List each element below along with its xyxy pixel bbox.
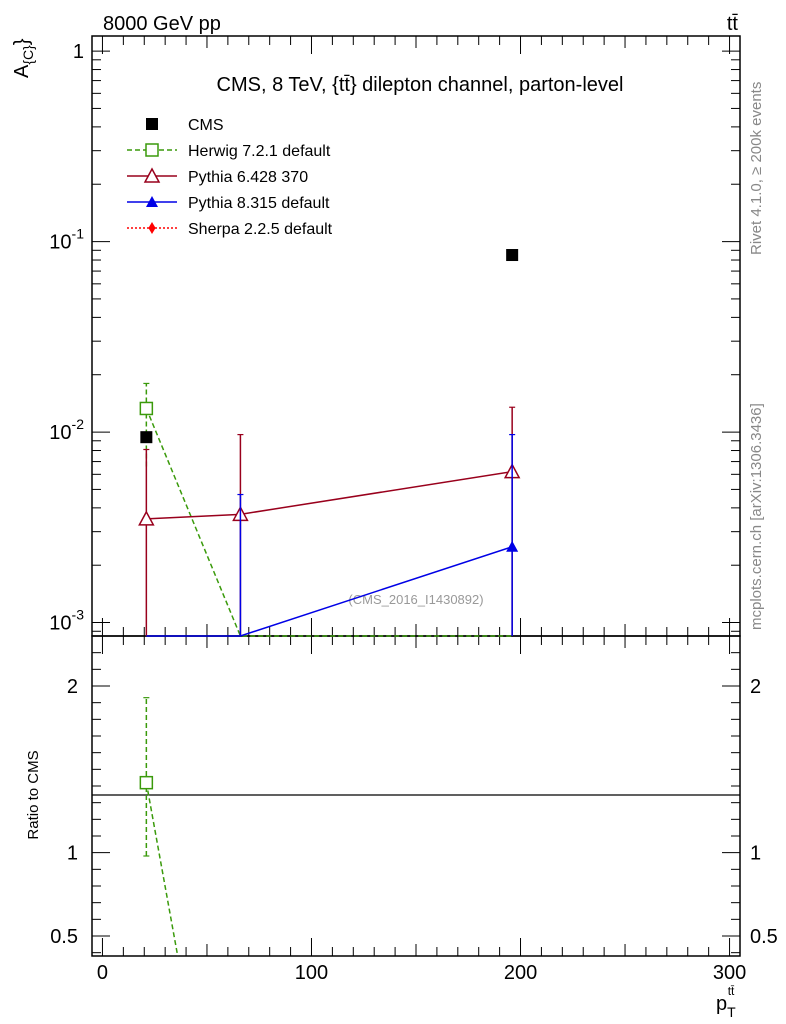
x-tick-label: 300 [713,962,746,984]
ratio-line [145,782,179,957]
legend-label: CMS [188,117,224,134]
x-tick-label: 100 [295,962,328,984]
legend-entry: Pythia 8.315 default [127,195,330,212]
legend-entry: CMS [146,117,224,134]
ratio-plot-frame [91,635,741,957]
rivet-label: Rivet 4.1.0, ≥ 200k events [748,82,765,255]
y-tick-label: 10-3 [49,607,84,635]
legend-entry: Herwig 7.2.1 default [127,143,331,160]
series-pythia-8-315-default [146,433,519,637]
y-tick-label: 10-1 [49,226,84,254]
data-point [146,196,158,207]
y-tick-label: 1 [73,41,84,63]
ratio-tick-label: 0.5 [750,926,778,948]
data-point [139,401,154,416]
legend-label: Pythia 8.315 default [188,195,330,212]
y-tick-label: 10-2 [49,416,84,444]
series-layer [138,249,521,957]
data-point [139,775,154,790]
series-line [146,470,513,520]
header-right: tt̄ [727,13,739,35]
legend-label: Sherpa 2.2.5 default [188,221,333,238]
x-tick-label: 0 [97,962,108,984]
series-cms [140,249,519,444]
data-point [145,143,159,157]
data-point [146,118,158,130]
legend-label: Pythia 6.428 370 [188,169,308,186]
x-tick-label: 200 [504,962,537,984]
ratio-axis-label: Ratio to CMS [25,750,42,839]
header-left: 8000 GeV pp [103,13,221,35]
data-point [506,249,519,262]
data-point [148,222,156,234]
y-axis-label: A{C}} [11,38,36,78]
data-point [506,540,519,552]
axis-ticks [92,36,740,956]
legend-entry: Pythia 6.428 370 [127,167,308,186]
legend-label: Herwig 7.2.1 default [188,143,331,160]
mcplots-label: mcplots.cern.ch [arXiv:1306.3436] [748,403,765,630]
ratio-tick-label: 1 [750,843,761,865]
ratio-tick-label: 2 [750,676,761,698]
analysis-watermark: (CMS_2016_I1430892) [348,592,483,607]
series-herwig-7-2-1-default [139,382,513,637]
data-point [143,167,161,183]
ratio-tick-label: 0.5 [50,926,78,948]
ratio-tick-label: 2 [67,676,78,698]
ratio-series [139,697,179,957]
data-point [140,431,153,444]
legend-entry: Sherpa 2.2.5 default [127,221,333,238]
x-axis-label: pTtt̄ [716,984,736,1020]
series-line [145,408,513,637]
chart-title: CMS, 8 TeV, {tt̄} dilepton channel, part… [217,74,624,96]
ratio-tick-label: 1 [67,843,78,865]
data-point [138,510,155,526]
legend: CMS Herwig 7.2.1 default Pythia 6.428 370 P… [127,117,333,238]
